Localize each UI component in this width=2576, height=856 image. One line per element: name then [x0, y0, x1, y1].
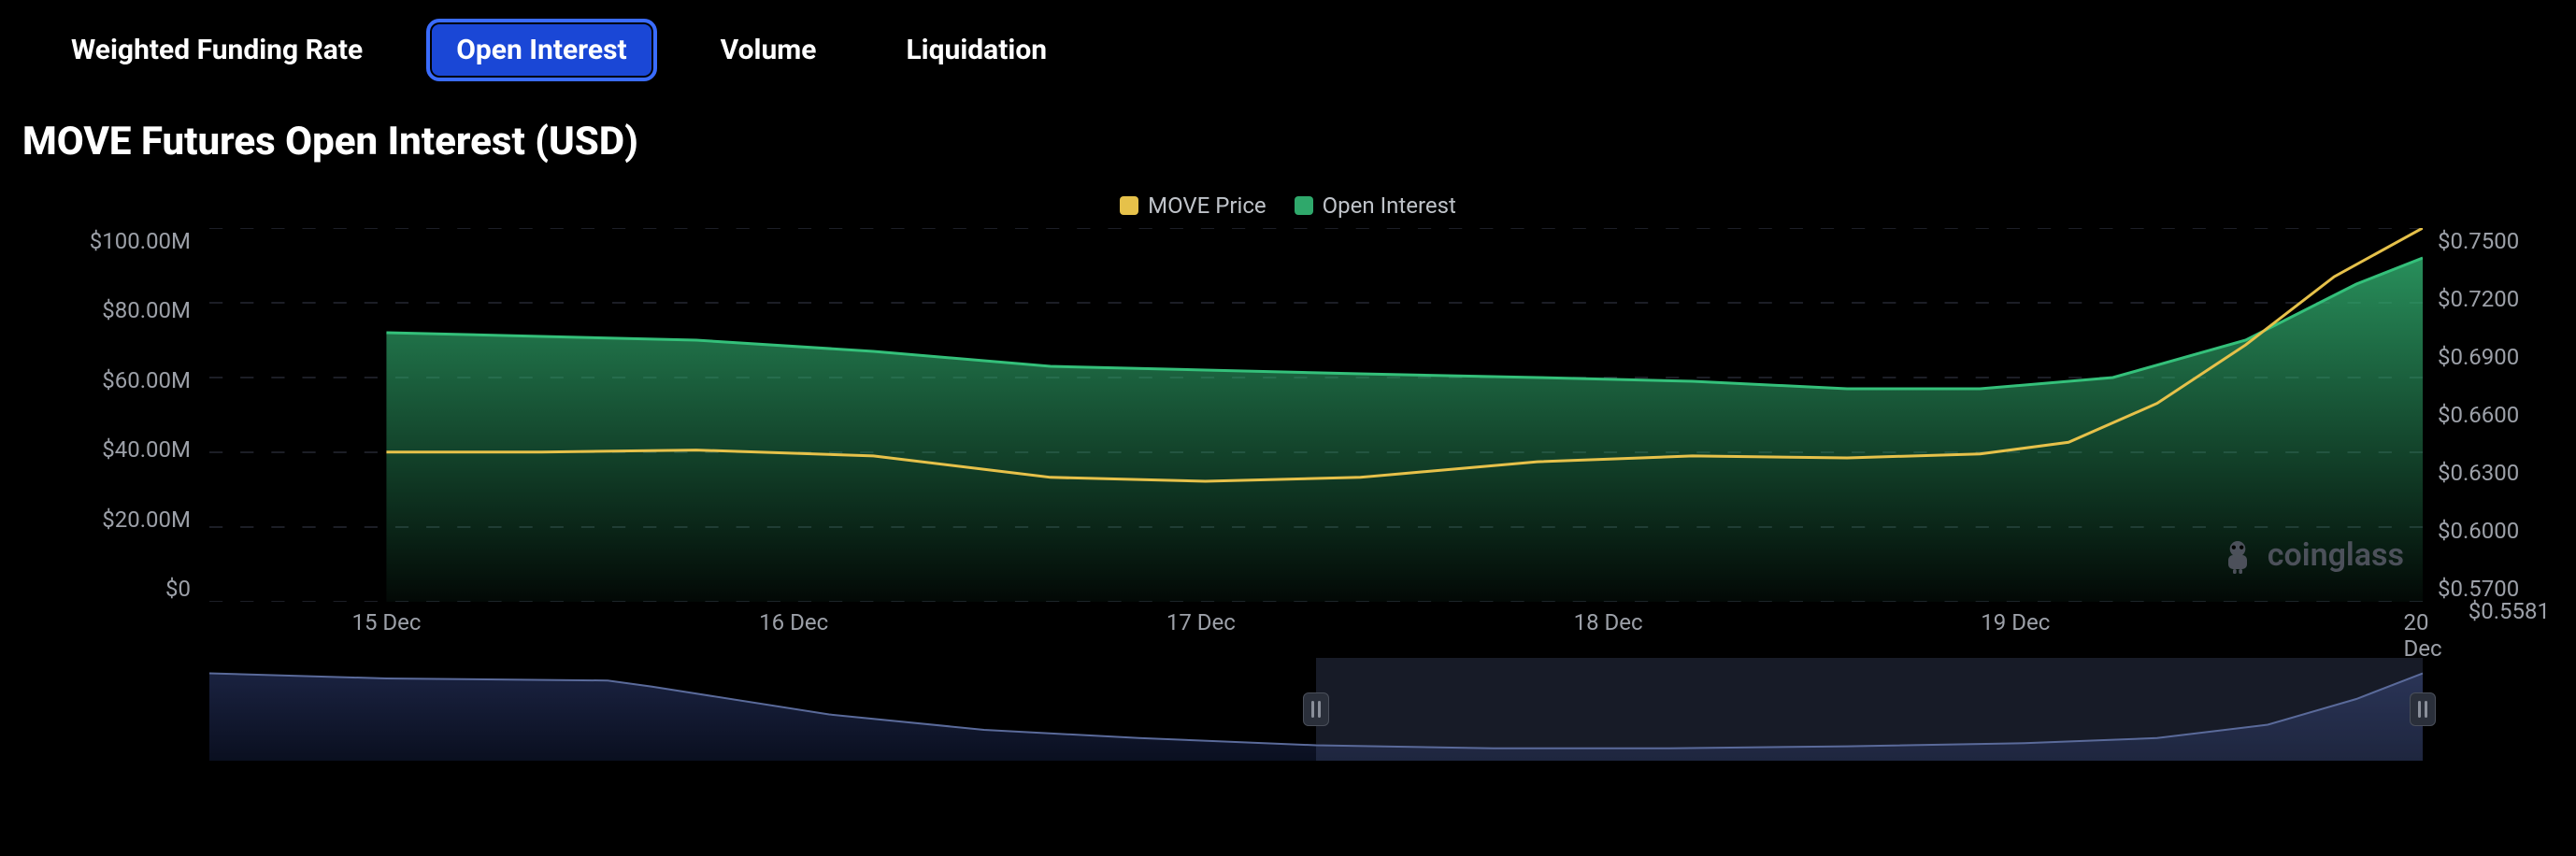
y-right-tick-label: $0.6300 — [2438, 460, 2550, 486]
tab-bar: Weighted Funding Rate Open Interest Volume… — [22, 19, 2554, 81]
watermark-text: coinglass — [2268, 536, 2404, 574]
x-tick-label: 20 Dec — [2403, 609, 2441, 662]
x-tick-label: 18 Dec — [1574, 609, 1643, 635]
y-left-tick-label: $60.00M — [22, 367, 191, 393]
legend-label: Open Interest — [1323, 193, 1456, 219]
y-right-tick-label: $0.7200 — [2438, 286, 2550, 312]
brush-selection[interactable] — [1316, 658, 2423, 761]
chart-title: MOVE Futures Open Interest (USD) — [22, 119, 2554, 164]
y-left-tick-label: $40.00M — [22, 436, 191, 463]
y-axis-right-min-label: $0.5581 — [2469, 598, 2550, 624]
y-right-tick-label: $0.7500 — [2438, 228, 2550, 254]
y-axis-left: $100.00M $80.00M $60.00M $40.00M $20.00M $0 — [22, 228, 191, 602]
open-interest-area — [386, 258, 2423, 602]
y-right-tick-label: $0.6000 — [2438, 518, 2550, 544]
tab-volume[interactable]: Volume — [694, 22, 843, 78]
chart-container: Weighted Funding Rate Open Interest Volume… — [0, 0, 2576, 695]
legend-swatch — [1120, 196, 1138, 215]
x-tick-label: 17 Dec — [1166, 609, 1236, 635]
x-tick-label: 16 Dec — [759, 609, 828, 635]
tab-open-interest[interactable]: Open Interest — [426, 19, 656, 81]
y-left-tick-label: $0 — [22, 576, 191, 602]
legend-item-open-interest[interactable]: Open Interest — [1295, 193, 1456, 219]
y-left-tick-label: $80.00M — [22, 297, 191, 323]
x-axis: 15 Dec16 Dec17 Dec18 Dec19 Dec20 Dec — [209, 609, 2423, 647]
chart-area: $100.00M $80.00M $60.00M $40.00M $20.00M $0 $… — [22, 228, 2554, 695]
legend-label: MOVE Price — [1148, 193, 1266, 219]
y-right-tick-label: $0.6600 — [2438, 402, 2550, 428]
tab-liquidation[interactable]: Liquidation — [880, 22, 1073, 78]
brush-handle-right[interactable] — [2410, 692, 2436, 726]
y-axis-right: $0.7500 $0.7200 $0.6900 $0.6600 $0.6300 $0.60… — [2438, 228, 2550, 602]
brush-handle-left[interactable] — [1303, 692, 1329, 726]
legend-swatch — [1295, 196, 1313, 215]
chart-plot[interactable] — [209, 228, 2423, 602]
watermark: coinglass — [2219, 536, 2404, 574]
y-right-tick-label: $0.6900 — [2438, 344, 2550, 370]
x-tick-label: 15 Dec — [351, 609, 421, 635]
x-tick-label: 19 Dec — [1981, 609, 2050, 635]
tab-weighted-funding-rate[interactable]: Weighted Funding Rate — [45, 22, 389, 78]
legend-item-move-price[interactable]: MOVE Price — [1120, 193, 1266, 219]
brush-navigator[interactable] — [209, 658, 2423, 761]
y-left-tick-label: $100.00M — [22, 228, 191, 254]
coinglass-logo-icon — [2219, 536, 2256, 574]
chart-legend: MOVE Price Open Interest — [22, 193, 2554, 219]
y-left-tick-label: $20.00M — [22, 506, 191, 533]
